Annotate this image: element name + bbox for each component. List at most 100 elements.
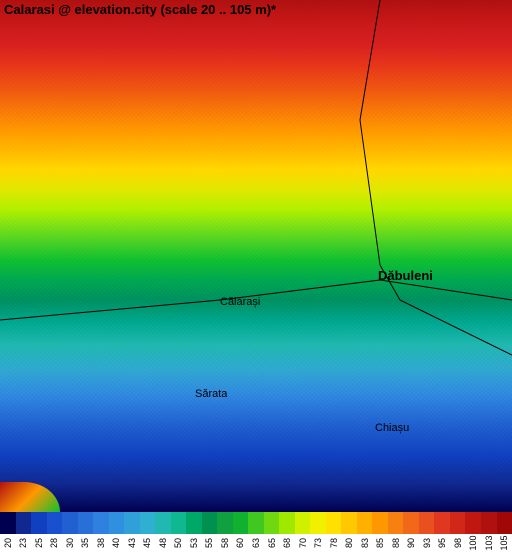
legend-swatch: 55: [202, 512, 218, 560]
legend-swatch: 23: [16, 512, 32, 560]
legend-swatch: 28: [47, 512, 63, 560]
legend-swatch: 93: [419, 512, 435, 560]
legend-color: [434, 512, 450, 534]
legend-color: [419, 512, 435, 534]
legend-value: 55: [204, 538, 214, 548]
legend-value: 60: [235, 538, 245, 548]
road-line: [360, 120, 380, 265]
legend-color: [155, 512, 171, 534]
legend-swatch: 30: [62, 512, 78, 560]
legend-value: 43: [127, 538, 137, 548]
legend-value: 70: [298, 538, 308, 548]
legend-color: [0, 512, 16, 534]
legend-value: 83: [360, 538, 370, 548]
legend-value: 85: [375, 538, 385, 548]
place-label: Chiașu: [375, 422, 409, 434]
legend-color: [186, 512, 202, 534]
legend-value: 90: [406, 538, 416, 548]
legend-color: [326, 512, 342, 534]
legend-value: 58: [220, 538, 230, 548]
elevation-map: DăbuleniCălărașiSărataChiașu: [0, 0, 512, 512]
legend-color: [295, 512, 311, 534]
legend-value: 45: [142, 538, 152, 548]
legend-color: [264, 512, 280, 534]
page-title: Calarasi @ elevation.city (scale 20 .. 1…: [4, 2, 276, 17]
legend-value: 103: [484, 535, 494, 550]
legend-swatch: 43: [124, 512, 140, 560]
legend-color: [450, 512, 466, 534]
legend-swatch: 63: [248, 512, 264, 560]
legend-swatch: 35: [78, 512, 94, 560]
legend-swatch: 53: [186, 512, 202, 560]
road-line: [380, 280, 512, 300]
legend-color: [47, 512, 63, 534]
legend-swatch: 85: [372, 512, 388, 560]
legend-value: 28: [49, 538, 59, 548]
legend-value: 50: [173, 538, 183, 548]
legend-value: 105: [499, 535, 509, 550]
place-label: Călărași: [220, 296, 260, 308]
legend-value: 23: [18, 538, 28, 548]
legend-value: 98: [453, 538, 463, 548]
legend-color: [357, 512, 373, 534]
road-line: [360, 0, 380, 120]
legend-swatch: 90: [403, 512, 419, 560]
legend-color: [109, 512, 125, 534]
legend-color: [202, 512, 218, 534]
legend-swatch: 103: [481, 512, 497, 560]
legend-swatch: 40: [109, 512, 125, 560]
legend-swatch: 70: [295, 512, 311, 560]
legend-swatch: 45: [140, 512, 156, 560]
legend-value: 65: [267, 538, 277, 548]
legend-value: 48: [158, 538, 168, 548]
legend-value: 73: [313, 538, 323, 548]
legend-color: [171, 512, 187, 534]
legend-value: 68: [282, 538, 292, 548]
legend-swatch: 98: [450, 512, 466, 560]
legend-color: [497, 512, 512, 534]
legend-color: [233, 512, 249, 534]
legend-color: [481, 512, 497, 534]
legend-swatch: 73: [310, 512, 326, 560]
legend-swatch: 58: [217, 512, 233, 560]
legend-swatch: 20: [0, 512, 16, 560]
legend-swatch: 105: [497, 512, 512, 560]
legend-value: 40: [111, 538, 121, 548]
legend-value: 20: [3, 538, 13, 548]
legend-value: 63: [251, 538, 261, 548]
color-scale-legend: 20 23 25 28 30 35 38 40 43 45 48 50 53 55 58 60 63 65 68 70…: [0, 512, 512, 560]
legend-swatch: 88: [388, 512, 404, 560]
legend-swatch: 65: [264, 512, 280, 560]
legend-value: 88: [391, 538, 401, 548]
legend-color: [341, 512, 357, 534]
roads-layer: [0, 0, 512, 512]
legend-swatch: 95: [434, 512, 450, 560]
legend-value: 25: [34, 538, 44, 548]
legend-value: 53: [189, 538, 199, 548]
legend-value: 100: [468, 535, 478, 550]
legend-value: 35: [80, 538, 90, 548]
legend-color: [248, 512, 264, 534]
legend-value: 95: [437, 538, 447, 548]
legend-value: 38: [96, 538, 106, 548]
legend-swatch: 80: [341, 512, 357, 560]
legend-color: [93, 512, 109, 534]
place-label: Sărata: [195, 388, 227, 400]
legend-swatch: 68: [279, 512, 295, 560]
legend-color: [403, 512, 419, 534]
legend-color: [140, 512, 156, 534]
legend-color: [16, 512, 32, 534]
road-line: [0, 300, 220, 320]
legend-swatch: 25: [31, 512, 47, 560]
legend-swatch: 48: [155, 512, 171, 560]
legend-color: [78, 512, 94, 534]
legend-color: [124, 512, 140, 534]
legend-swatch: 38: [93, 512, 109, 560]
legend-swatch: 100: [465, 512, 481, 560]
legend-color: [217, 512, 233, 534]
legend-value: 30: [65, 538, 75, 548]
legend-color: [31, 512, 47, 534]
legend-color: [279, 512, 295, 534]
legend-value: 80: [344, 538, 354, 548]
road-line: [400, 300, 512, 355]
